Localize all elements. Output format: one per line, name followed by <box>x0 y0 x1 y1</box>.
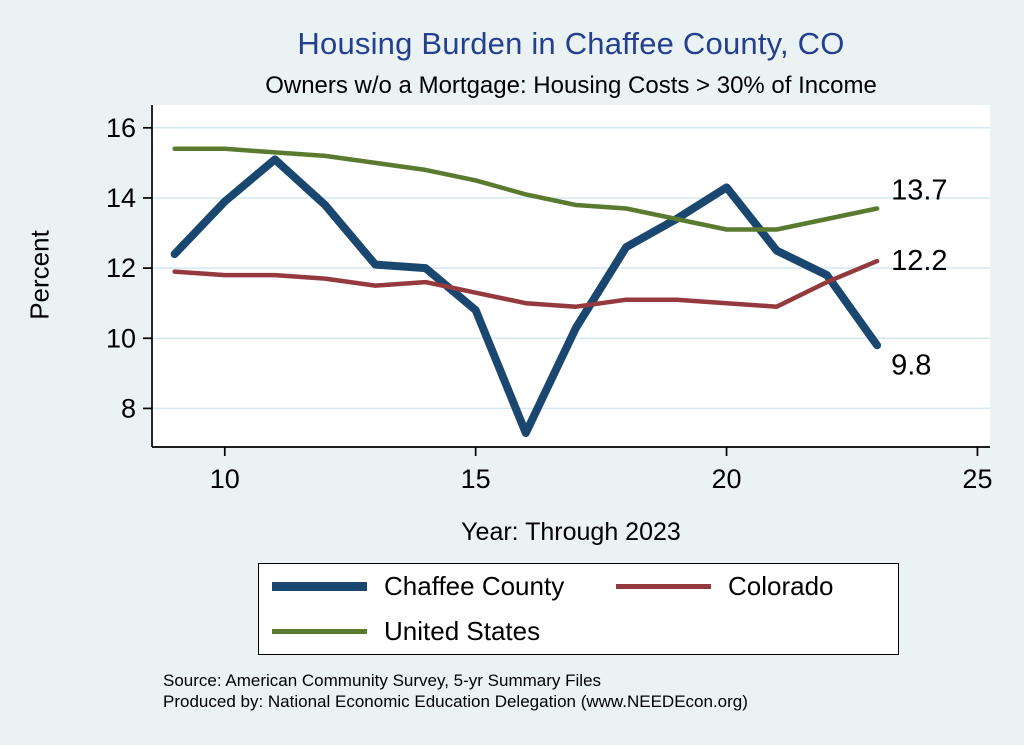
legend: Chaffee County Colorado United States <box>258 563 899 655</box>
legend-item-chaffee-county: Chaffee County <box>259 571 616 602</box>
legend-item-united-states: United States <box>259 616 616 647</box>
legend-label-colorado: Colorado <box>728 571 834 601</box>
chart-subtitle: Owners w/o a Mortgage: Housing Costs > 3… <box>265 72 877 99</box>
end-label-chaffee-county: 9.8 <box>891 349 931 381</box>
y-tick-label: 10 <box>106 323 136 353</box>
y-tick-label: 12 <box>106 253 136 283</box>
legend-item-colorado: Colorado <box>616 571 898 602</box>
y-axis-title: Percent <box>24 230 55 320</box>
y-tick-label: 16 <box>106 113 136 143</box>
x-axis-title: Year: Through 2023 <box>461 518 681 546</box>
series-line-united-states <box>172 146 880 232</box>
series-line-colorado <box>172 258 880 309</box>
source-notes: Source: American Community Survey, 5-yr … <box>163 670 748 712</box>
colorado-line-swatch <box>616 584 711 589</box>
legend-label-chaffee-county: Chaffee County <box>384 571 565 601</box>
x-tick-label: 20 <box>712 464 742 494</box>
chaffee-county-line-swatch <box>272 582 367 591</box>
x-tick-label: 15 <box>461 464 491 494</box>
y-tick-label: 14 <box>106 183 136 213</box>
united-states-line-swatch <box>272 629 367 634</box>
source-line: Source: American Community Survey, 5-yr … <box>163 671 602 690</box>
end-label-colorado: 12.2 <box>891 245 947 277</box>
end-label-united-states: 13.7 <box>891 174 947 206</box>
produced-by-line: Produced by: National Economic Education… <box>163 692 748 711</box>
line-plot: 8 10 12 14 16 10 15 20 25 9.8 12.2 13.7 <box>106 105 992 494</box>
y-tick-label: 8 <box>121 393 136 423</box>
x-tick-label: 10 <box>210 464 240 494</box>
legend-label-united-states: United States <box>384 616 541 646</box>
chart-title: Housing Burden in Chaffee County, CO <box>297 26 845 61</box>
x-tick-label: 25 <box>962 464 992 494</box>
